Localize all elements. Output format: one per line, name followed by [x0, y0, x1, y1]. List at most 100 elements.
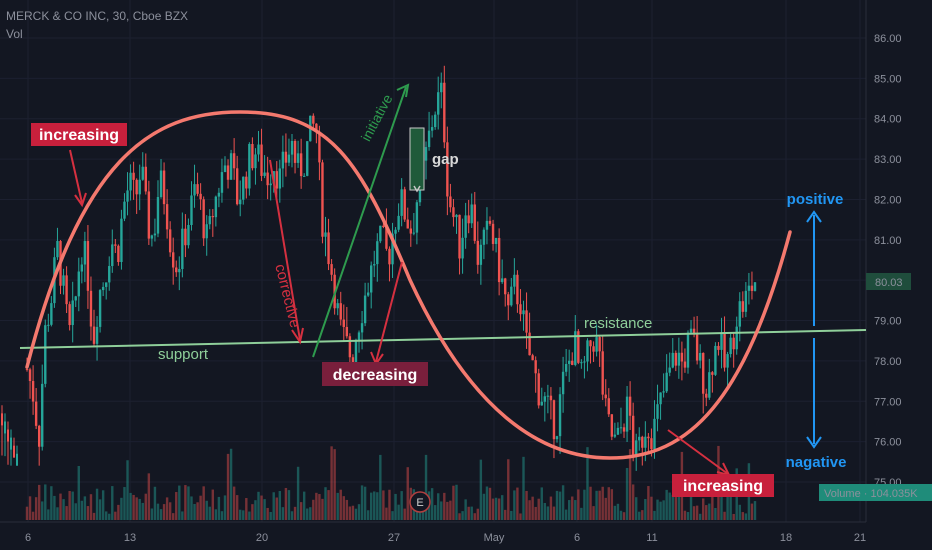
increasing-label-2: increasing — [683, 478, 763, 495]
increasing-arrow-right — [667, 429, 729, 475]
candle-body — [306, 141, 309, 176]
volume-bar — [385, 507, 388, 520]
nagative-arrow-head — [806, 436, 822, 449]
volume-bar — [77, 465, 80, 520]
price-tick-label: 82.00 — [874, 194, 902, 206]
candle-body — [567, 360, 571, 364]
volume-bar — [190, 496, 193, 520]
candle-body — [753, 282, 757, 291]
candle-body — [196, 184, 199, 194]
candle-body — [354, 340, 358, 364]
volume-bar — [223, 495, 227, 520]
volume-bar — [269, 511, 272, 520]
volume-bar — [162, 504, 166, 520]
candle-body — [586, 340, 589, 362]
volume-bar — [430, 488, 434, 520]
candle-body — [528, 332, 531, 356]
volume-bar — [80, 500, 84, 520]
candle-body — [68, 304, 71, 326]
volume-bar — [452, 485, 455, 520]
volume-bar — [74, 503, 77, 520]
volume-indicator-label: Vol — [6, 27, 23, 41]
candle-body — [671, 352, 674, 368]
candle-body — [686, 332, 690, 368]
candle-body — [132, 172, 135, 180]
candle-body — [175, 267, 178, 273]
candle-body — [403, 189, 406, 220]
candle-body — [263, 172, 266, 176]
volume-bar — [546, 506, 550, 520]
volume-bar — [674, 484, 678, 520]
volume-bar — [95, 488, 99, 520]
candle-body — [564, 363, 568, 372]
candle-body — [510, 286, 513, 306]
volume-bar — [229, 448, 233, 520]
volume-bar — [278, 491, 282, 520]
earnings-event-icon[interactable] — [409, 491, 431, 513]
price-tick-label: 79.00 — [874, 316, 902, 328]
candle-body — [379, 225, 382, 242]
volume-bar — [220, 511, 224, 520]
volume-bar — [406, 467, 409, 520]
candle-body — [650, 438, 653, 450]
candle-body — [702, 352, 705, 394]
volume-bar — [44, 484, 47, 520]
volume-bar — [641, 510, 644, 520]
volume-bar — [534, 506, 537, 520]
candle-body — [656, 404, 659, 419]
volume-bar — [540, 487, 543, 520]
time-tick-label: May — [484, 532, 505, 544]
candle-body — [717, 345, 720, 350]
volume-bar — [558, 491, 562, 520]
volume-bar — [98, 499, 102, 520]
volume-bar — [488, 487, 492, 520]
candle-body — [714, 345, 717, 375]
candle-body — [525, 310, 528, 333]
price-tick-label: 84.00 — [874, 114, 902, 126]
volume-bar — [628, 449, 632, 520]
volume-bar — [28, 496, 32, 520]
candle-body — [223, 165, 227, 173]
price-tick-label: 78.00 — [874, 356, 902, 368]
candle-body — [260, 144, 263, 176]
volume-bar — [120, 497, 123, 520]
candle-body — [397, 215, 400, 230]
volume-bar — [616, 503, 620, 520]
candle-body — [720, 332, 723, 350]
volume-bar — [705, 505, 708, 520]
volume-bar — [711, 484, 714, 520]
volume-bar — [147, 473, 151, 520]
volume-bar — [65, 506, 68, 520]
increasing-arrow-left — [69, 149, 83, 204]
candle-body — [412, 232, 416, 234]
candle-body — [446, 142, 449, 197]
volume-bar — [47, 509, 50, 520]
candle-body — [665, 372, 668, 392]
volume-bar — [159, 509, 163, 520]
volume-bar — [34, 497, 38, 520]
volume-bar — [507, 459, 510, 520]
candle-body — [211, 216, 215, 218]
volume-bar — [604, 497, 607, 520]
volume-bar — [345, 499, 349, 520]
candle-body — [363, 295, 367, 324]
volume-bar — [683, 510, 687, 520]
candle-body — [62, 275, 65, 286]
gap-label: gap — [432, 151, 459, 168]
candle-body — [546, 395, 550, 397]
time-tick-label: 18 — [780, 532, 792, 544]
volume-bar — [108, 513, 111, 520]
volume-bar — [56, 507, 59, 520]
time-scale[interactable]: 6 13 20 27 May 6 11 18 21 — [25, 532, 866, 544]
volume-bar — [309, 507, 312, 520]
volume-bar — [50, 486, 53, 520]
candle-body — [80, 264, 84, 272]
positive-arrow-head — [806, 210, 822, 223]
initiative-arrow-head — [396, 83, 410, 98]
volume-bar — [476, 508, 480, 520]
volume-bar — [607, 487, 610, 520]
volume-bar — [132, 494, 135, 520]
candle-body — [293, 140, 297, 163]
volume-bar — [156, 503, 160, 520]
